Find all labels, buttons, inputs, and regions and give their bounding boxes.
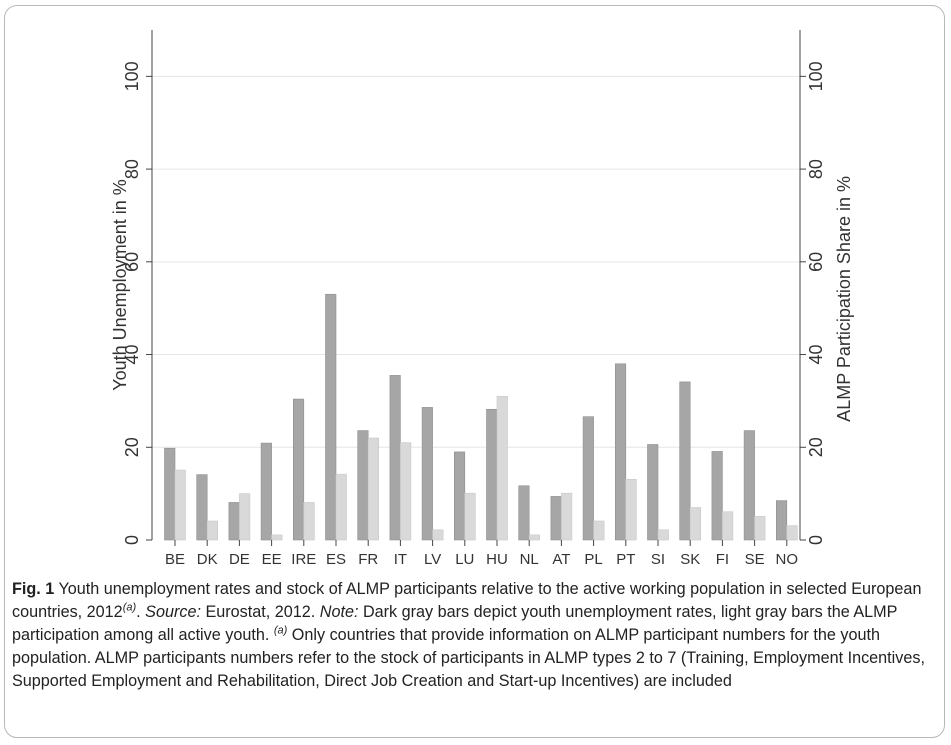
x-tick-label: IT xyxy=(394,551,407,568)
bar xyxy=(325,293,337,541)
y-tick-label: 80 xyxy=(122,159,142,179)
x-tick-label: AT xyxy=(552,551,570,568)
x-tick-label: LU xyxy=(455,551,474,568)
x-tick-label: BE xyxy=(165,551,185,568)
bar xyxy=(582,416,594,541)
bar xyxy=(335,473,347,541)
bar xyxy=(400,442,412,541)
bar xyxy=(561,492,573,541)
bar xyxy=(421,407,433,541)
x-tick-label: ES xyxy=(326,551,346,568)
bar xyxy=(486,408,498,541)
caption-source-text: Eurostat, 2012. xyxy=(200,603,320,621)
bar xyxy=(743,430,755,541)
bar xyxy=(657,529,669,541)
bar xyxy=(196,474,208,541)
bar xyxy=(292,398,305,541)
caption-note-text: Dark gray bars depict youth unemployment… xyxy=(12,603,898,644)
bar xyxy=(528,534,541,541)
bar xyxy=(722,511,734,541)
y2-tick-label: 0 xyxy=(806,535,826,545)
x-tick-label: FI xyxy=(716,551,729,568)
x-tick-label: EE xyxy=(262,551,282,568)
bar xyxy=(689,507,702,541)
bar xyxy=(367,437,380,541)
bar xyxy=(271,534,283,541)
bar xyxy=(357,430,369,541)
x-tick-label: PL xyxy=(584,551,602,568)
y-tick-label: 20 xyxy=(122,437,142,457)
x-tick-label: HU xyxy=(486,551,508,568)
y2-tick-label: 100 xyxy=(806,61,826,91)
bar xyxy=(464,492,476,541)
bar xyxy=(614,363,627,541)
caption-text-2: . xyxy=(136,603,146,621)
x-tick-label: NL xyxy=(520,551,539,568)
y-tick-label: 40 xyxy=(122,345,142,365)
caption-sup-a-2: (a) xyxy=(273,624,288,637)
bar xyxy=(206,520,218,541)
bar xyxy=(174,469,186,541)
bar xyxy=(775,500,788,541)
bar xyxy=(754,516,766,541)
caption-fig-label: Fig. 1 xyxy=(12,580,55,598)
bar xyxy=(647,444,659,541)
x-tick-label: DE xyxy=(229,551,250,568)
y2-tick-label: 60 xyxy=(806,252,826,272)
y-tick-label: 0 xyxy=(122,535,142,545)
bar xyxy=(389,375,401,541)
bar xyxy=(786,525,798,541)
bar xyxy=(711,451,723,541)
x-tick-label: SE xyxy=(745,551,765,568)
x-tick-label: LV xyxy=(424,551,441,568)
y-tick-label: 60 xyxy=(122,252,142,272)
bar xyxy=(453,451,466,541)
x-tick-label: IRE xyxy=(291,551,316,568)
y2-axis-label: ALMP Participation Share in % xyxy=(834,176,854,422)
x-tick-label: NO xyxy=(776,551,799,568)
bar xyxy=(550,496,562,541)
figure-frame xyxy=(4,5,945,738)
figure-caption: Fig. 1 Youth unemployment rates and stoc… xyxy=(12,578,937,693)
y-axis-label: Youth Unemployment in % xyxy=(110,179,130,390)
bar-chart: 0 0 20 20 40 40 60 60 80 80 100 100 Youth Unemployme… xyxy=(110,30,854,568)
x-tick-label: DK xyxy=(197,551,218,568)
bar xyxy=(228,502,240,541)
caption-note-label: Note: xyxy=(319,603,359,621)
bar xyxy=(164,447,176,541)
y2-tick-label: 40 xyxy=(806,345,826,365)
bar xyxy=(518,485,530,541)
y2-tick-label: 80 xyxy=(806,159,826,179)
caption-text-1: Youth unemployment rates and stock of AL… xyxy=(12,580,922,621)
bar xyxy=(432,529,444,541)
bar xyxy=(625,478,637,541)
bar xyxy=(239,493,251,541)
caption-source-label: Source: xyxy=(145,603,201,621)
bar xyxy=(679,381,691,541)
bar xyxy=(496,395,508,541)
y-tick-label: 100 xyxy=(122,61,142,91)
y2-tick-label: 20 xyxy=(806,437,826,457)
caption-text-3: Only countries that provide information … xyxy=(12,626,925,690)
x-tick-label: PT xyxy=(616,551,635,568)
x-tick-label: SI xyxy=(651,551,665,568)
x-tick-label: SK xyxy=(680,551,700,568)
caption-sup-a: (a) xyxy=(122,601,137,614)
x-tick-label: FR xyxy=(358,551,378,568)
bar xyxy=(593,520,605,541)
bar xyxy=(260,442,272,541)
bar xyxy=(303,502,315,541)
